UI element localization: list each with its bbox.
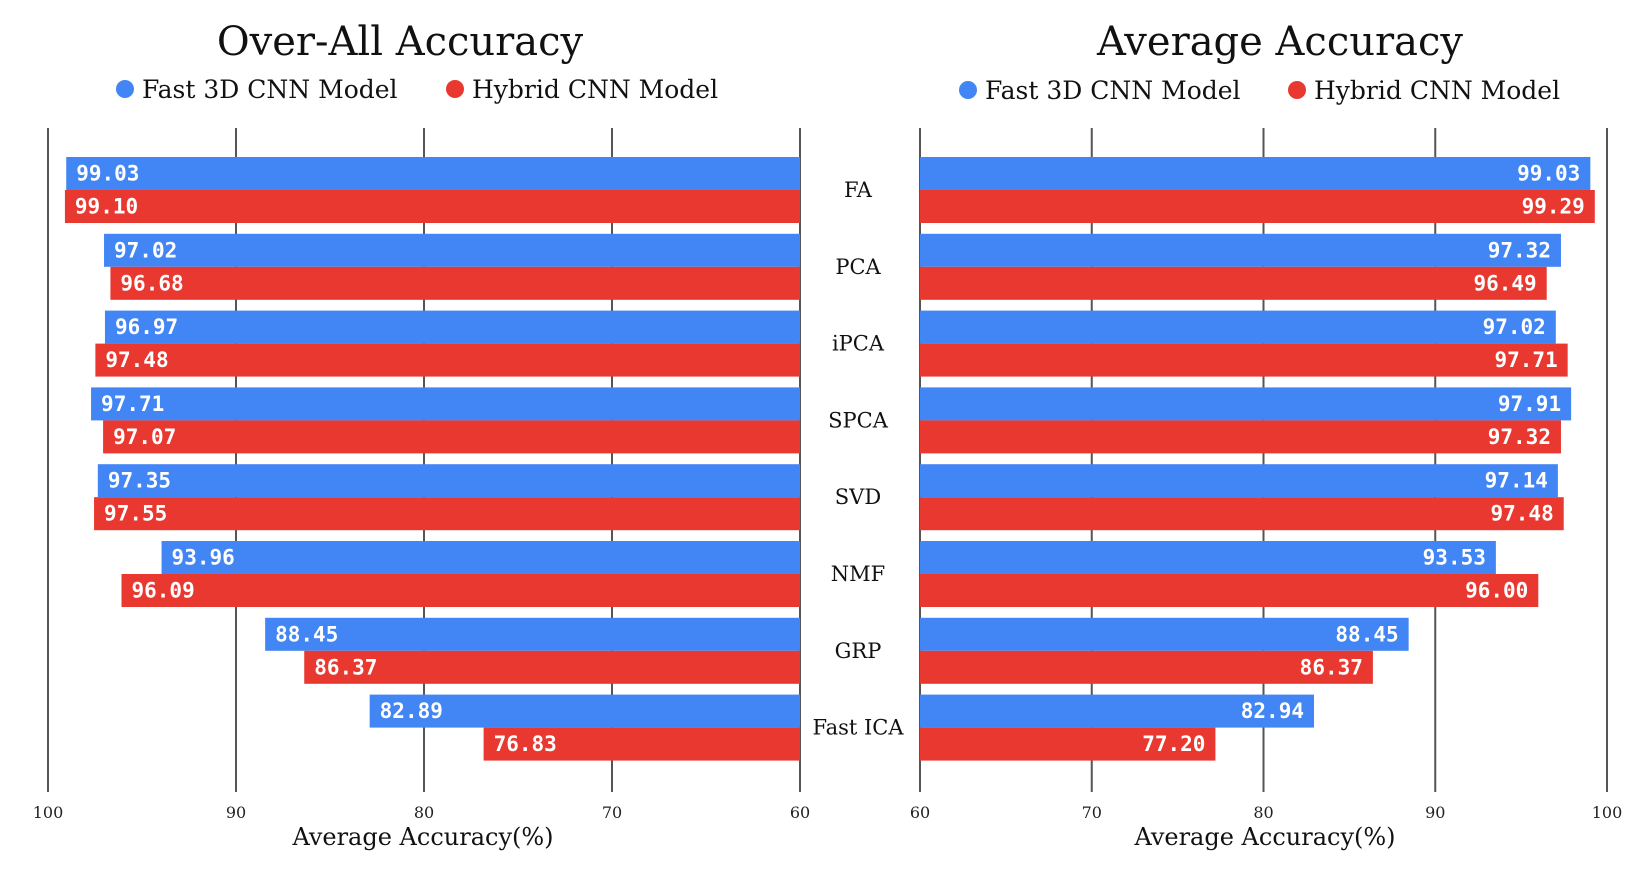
right-bar-value-label: 93.53 <box>1423 546 1486 570</box>
right-x-tick-label: 100 <box>1592 803 1623 822</box>
right-bar-hybrid <box>920 650 1373 684</box>
left-bar-value-label: 96.68 <box>120 271 183 295</box>
left-legend: Fast 3D CNN Model Hybrid CNN Model <box>116 75 718 104</box>
right-legend-dot-hybrid <box>1288 81 1306 99</box>
category-label: PCA <box>835 255 881 279</box>
left-bar-hybrid <box>64 190 801 223</box>
left-x-tick-label: 80 <box>414 803 434 822</box>
left-bar-value-label: 96.97 <box>115 315 178 339</box>
right-legend: Fast 3D CNN Model Hybrid CNN Model <box>959 76 1560 105</box>
right-bar-value-label: 88.45 <box>1335 622 1398 646</box>
left-x-axis-label: Average Accuracy(%) <box>291 823 553 851</box>
category-label: Fast ICA <box>812 716 904 740</box>
left-bar-hybrid <box>95 343 801 377</box>
left-x-tick-label: 70 <box>602 803 622 822</box>
category-label: SPCA <box>828 408 889 432</box>
right-bar-hybrid <box>920 343 1568 377</box>
right-bar-value-label: 97.02 <box>1483 315 1546 339</box>
right-x-tick-label: 80 <box>1253 803 1273 822</box>
left-legend-label-fast: Fast 3D CNN Model <box>142 75 398 104</box>
right-bar-value-label: 99.03 <box>1517 162 1580 186</box>
right-bar-value-label: 97.32 <box>1488 425 1551 449</box>
left-legend-label-hybrid: Hybrid CNN Model <box>472 75 718 104</box>
right-bar-fast <box>920 464 1558 498</box>
left-x-tick-label: 100 <box>33 803 64 822</box>
right-bar-value-label: 99.29 <box>1522 195 1585 219</box>
right-bar-value-label: 97.32 <box>1488 238 1551 262</box>
right-bar-value-label: 97.14 <box>1485 469 1548 493</box>
category-label: FA <box>844 178 873 202</box>
right-bar-fast <box>920 617 1409 651</box>
left-bar-value-label: 96.09 <box>132 579 195 603</box>
right-bar-hybrid <box>920 266 1547 300</box>
left-bar-fast <box>66 157 800 190</box>
right-legend-label-hybrid: Hybrid CNN Model <box>1314 76 1560 105</box>
right-bar-fast <box>920 233 1561 267</box>
left-bar-value-label: 99.10 <box>75 195 138 219</box>
right-x-tick-label: 60 <box>910 803 930 822</box>
left-bar-value-label: 76.83 <box>494 732 557 756</box>
right-bar-value-label: 96.49 <box>1473 271 1536 295</box>
left-bar-fast <box>369 694 800 728</box>
right-bar-fast <box>920 541 1496 574</box>
right-bar-hybrid <box>920 497 1564 531</box>
right-legend-label-fast: Fast 3D CNN Model <box>985 76 1241 105</box>
right-bar-fast <box>920 310 1556 344</box>
chart-marks: 100 90 80 70 60 99.03 99.10 FA 97.02 96.68 PCA 96.9… <box>33 128 1623 822</box>
right-bar-fast <box>920 387 1572 421</box>
right-bar-value-label: 82.94 <box>1241 699 1304 723</box>
left-bar-value-label: 97.71 <box>101 392 164 416</box>
left-bar-hybrid <box>94 497 800 531</box>
right-bar-hybrid <box>920 190 1595 223</box>
right-bar-fast <box>920 157 1591 190</box>
left-bar-value-label: 99.03 <box>76 162 139 186</box>
left-bar-value-label: 97.02 <box>114 238 177 262</box>
left-bar-value-label: 93.96 <box>172 546 235 570</box>
left-chart-title: Over-All Accuracy <box>217 19 584 65</box>
right-bar-value-label: 97.71 <box>1494 348 1557 372</box>
right-x-axis-label: Average Accuracy(%) <box>1133 823 1395 851</box>
left-bar-fast <box>104 233 801 267</box>
right-chart-title: Average Accuracy <box>1096 19 1463 65</box>
left-bar-value-label: 88.45 <box>275 622 338 646</box>
right-bar-hybrid <box>920 727 1216 761</box>
category-label: NMF <box>831 562 885 586</box>
category-label: iPCA <box>832 332 885 356</box>
left-bar-fast <box>104 310 801 344</box>
category-label: SVD <box>835 485 881 509</box>
right-bar-fast <box>920 694 1314 728</box>
right-bar-value-label: 86.37 <box>1300 655 1363 679</box>
left-bar-value-label: 97.48 <box>105 348 168 372</box>
right-bar-value-label: 96.00 <box>1465 579 1528 603</box>
right-bar-hybrid <box>920 574 1539 607</box>
left-bar-fast <box>265 617 800 651</box>
left-bar-value-label: 97.55 <box>104 502 167 526</box>
right-bar-value-label: 97.48 <box>1491 502 1554 526</box>
right-legend-dot-fast <box>959 81 977 99</box>
left-bar-hybrid <box>121 574 801 607</box>
left-bar-hybrid <box>110 266 800 300</box>
left-bar-hybrid <box>103 420 801 454</box>
category-label: GRP <box>835 639 882 663</box>
right-x-tick-label: 70 <box>1082 803 1102 822</box>
left-bar-value-label: 86.37 <box>314 655 377 679</box>
right-bar-value-label: 97.91 <box>1498 392 1561 416</box>
left-bar-value-label: 97.07 <box>113 425 176 449</box>
left-legend-dot-fast <box>116 80 134 98</box>
left-x-tick-label: 90 <box>226 803 246 822</box>
left-bar-fast <box>161 541 800 574</box>
right-bar-value-label: 77.20 <box>1142 732 1205 756</box>
left-bar-fast <box>91 387 800 421</box>
right-bar-hybrid <box>920 420 1561 454</box>
left-bar-value-label: 82.89 <box>380 699 443 723</box>
right-x-tick-label: 90 <box>1425 803 1445 822</box>
left-x-tick-label: 60 <box>790 803 810 822</box>
left-bar-value-label: 97.35 <box>108 469 171 493</box>
left-bar-hybrid <box>304 650 800 684</box>
left-bar-fast <box>97 464 800 498</box>
left-legend-dot-hybrid <box>446 80 464 98</box>
left-bar-hybrid <box>483 727 800 761</box>
